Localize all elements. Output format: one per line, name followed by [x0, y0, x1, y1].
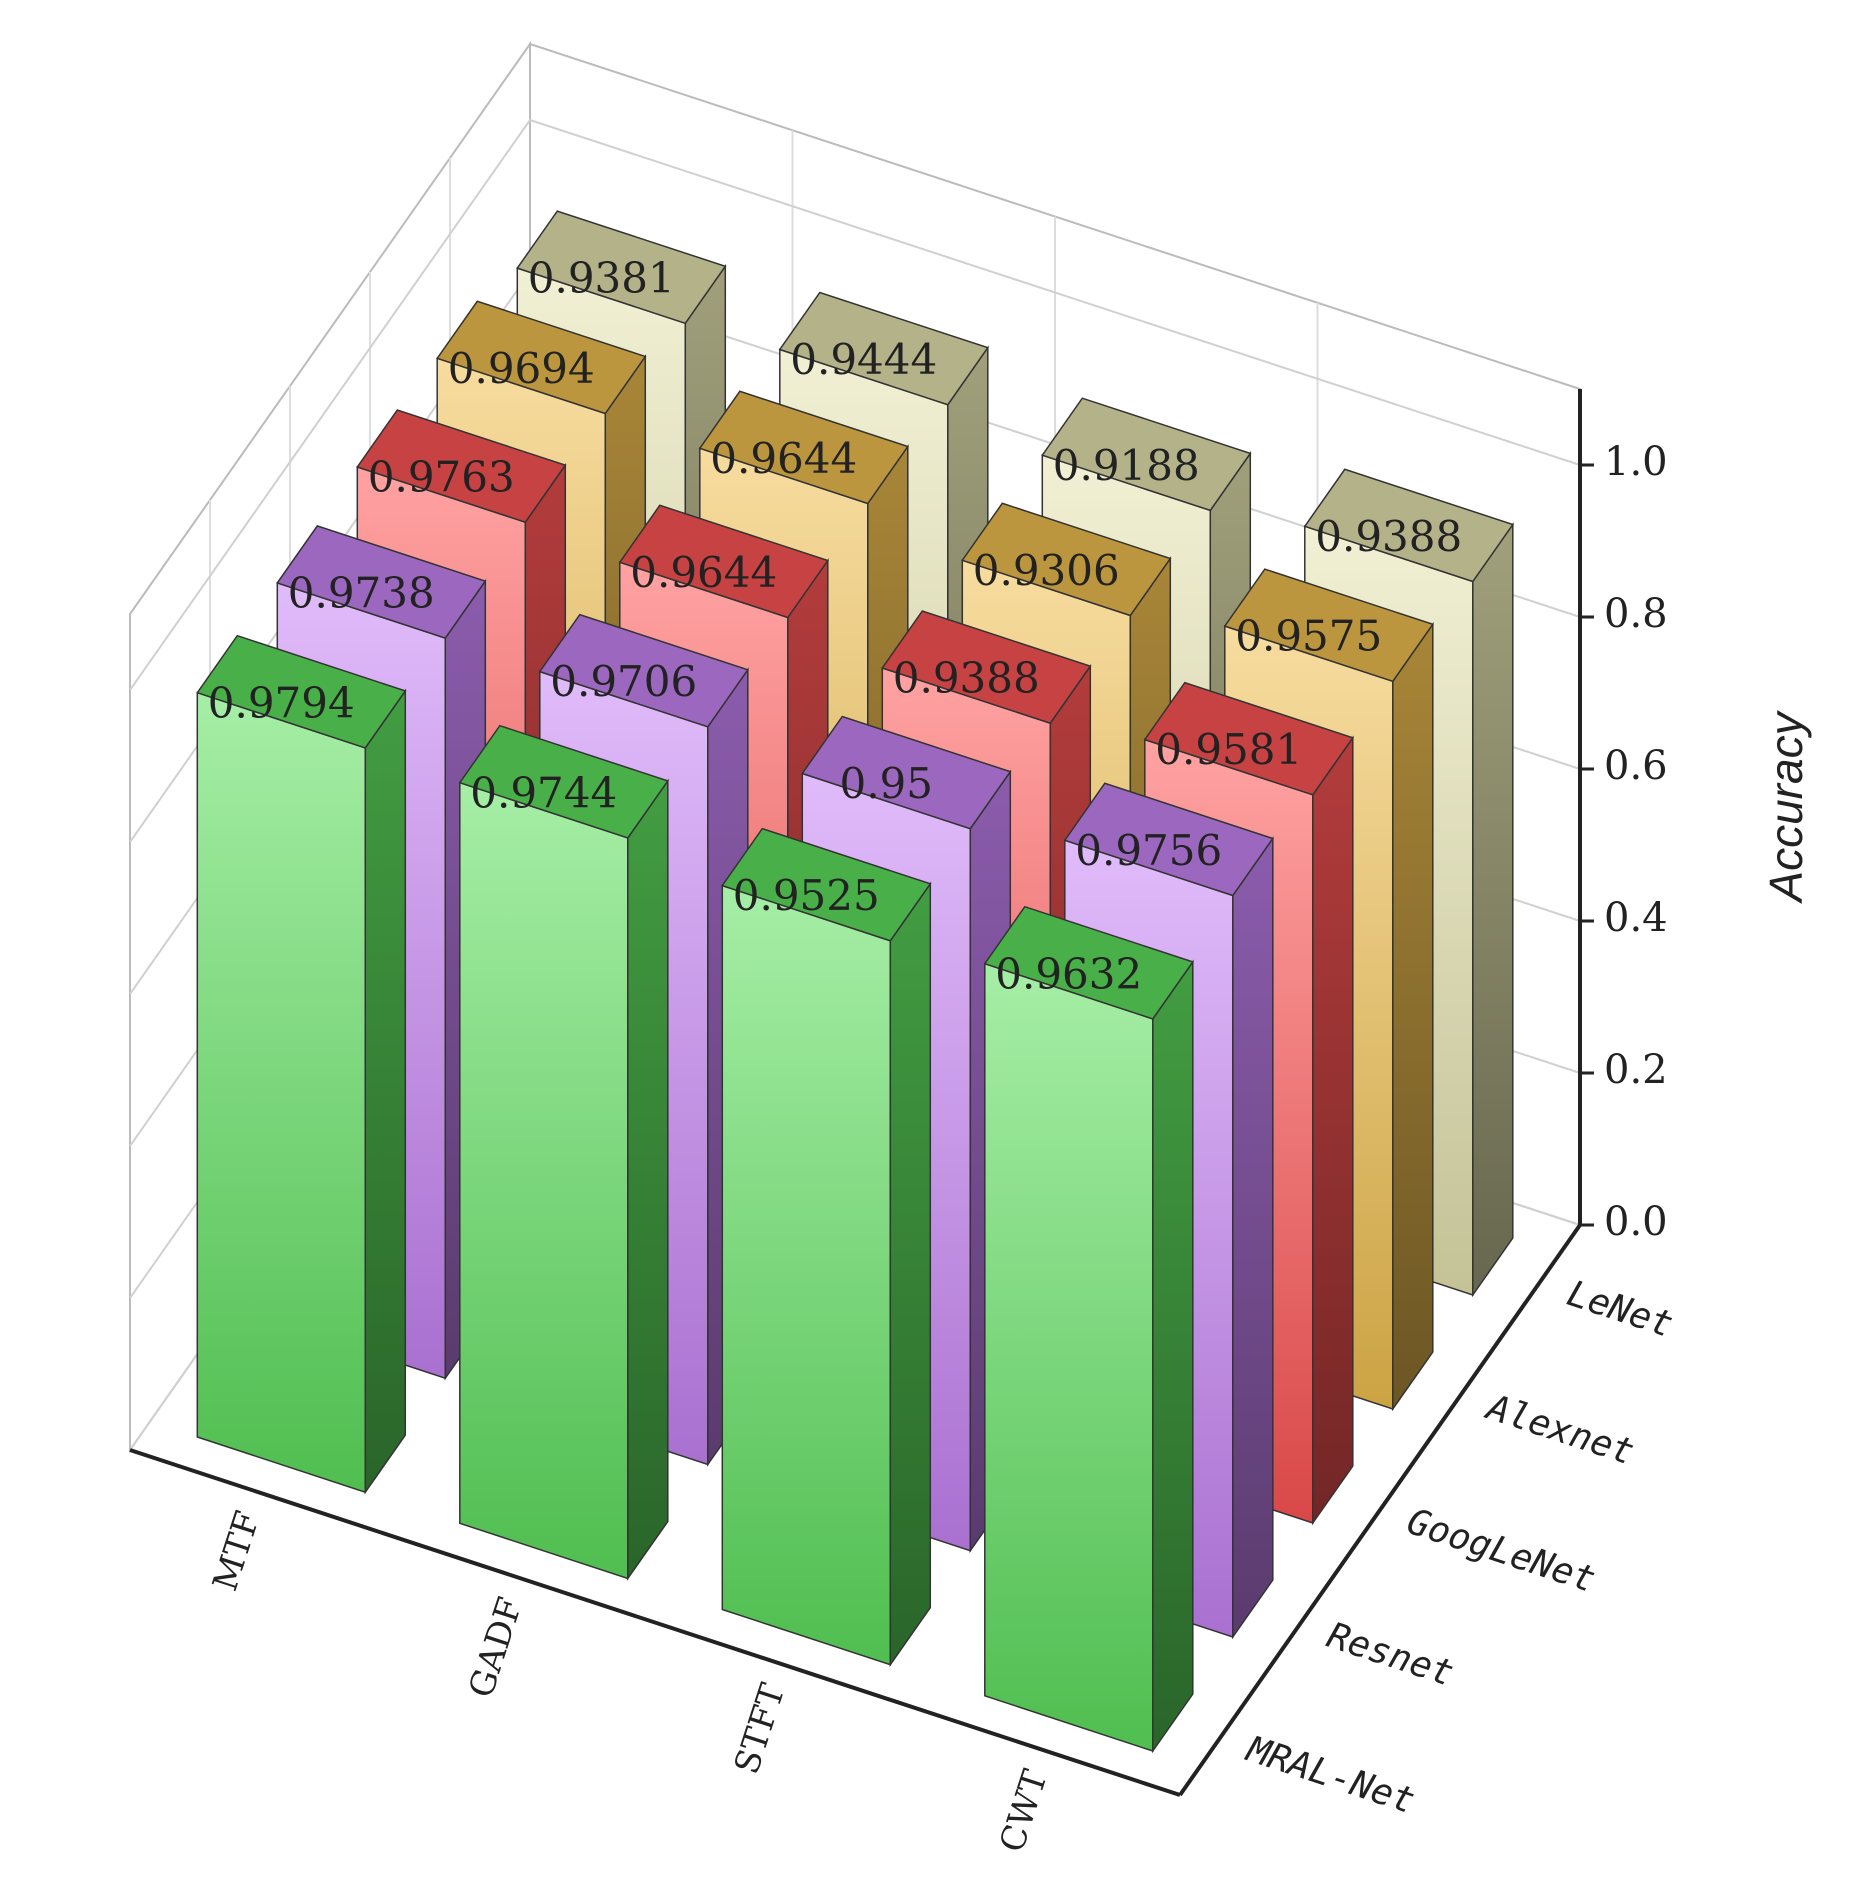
y-tick-label: 0.6: [1604, 743, 1668, 789]
bar-top: [881, 610, 1092, 725]
value-label: 0.9388: [1315, 512, 1462, 561]
bar-side: [1312, 735, 1354, 1526]
value-label: 0.9525: [733, 871, 880, 920]
y-tick-label: 0.4: [1604, 895, 1668, 941]
value-label: 0.9581: [1155, 725, 1302, 774]
bar-top: [983, 905, 1194, 1020]
bar-top: [698, 390, 909, 505]
depth-label: Alexnet: [1480, 1386, 1639, 1473]
bar-front: [984, 962, 1154, 1753]
value-label: 0.9188: [1053, 441, 1200, 490]
bar-side: [1392, 621, 1434, 1412]
y-tick-label: 0.0: [1604, 1199, 1668, 1245]
value-label: 0.9644: [710, 434, 857, 483]
value-label: 0.9763: [368, 453, 515, 502]
y-tick-label: 0.8: [1604, 591, 1668, 637]
bar-side: [627, 778, 669, 1581]
bar-top: [1041, 397, 1252, 512]
bar-top: [1143, 681, 1354, 796]
bar: 0.9794: [196, 634, 407, 1495]
bar-top: [1223, 568, 1434, 683]
depth-label: MRAL-Net: [1240, 1728, 1419, 1822]
x-tick-label: STFT: [727, 1679, 794, 1779]
value-label: 0.9388: [893, 654, 1040, 703]
bar-side: [1232, 836, 1274, 1640]
value-label: 0.9381: [528, 254, 675, 303]
value-label: 0.9794: [208, 678, 355, 727]
bar-top: [618, 504, 829, 619]
y-tick-label: 1.0: [1604, 439, 1668, 485]
value-label: 0.9756: [1075, 826, 1222, 875]
value-label: 0.9306: [973, 546, 1120, 595]
bar-side: [1472, 522, 1514, 1298]
depth-label: GoogLeNet: [1402, 1501, 1600, 1601]
depth-axis: [1178, 1223, 1582, 1797]
depth-label: LeNet: [1562, 1273, 1678, 1346]
bar-side: [889, 881, 932, 1668]
value-label: 0.9694: [448, 344, 595, 393]
value-label: 0.9738: [288, 569, 435, 618]
x-axis: [129, 1448, 1181, 1797]
bar: 0.9632: [983, 905, 1194, 1754]
x-tick-label: GADF: [461, 1593, 531, 1703]
bar-top: [778, 291, 989, 406]
axis-title: Accuracy: [1760, 709, 1812, 904]
bar-front: [721, 884, 892, 1666]
bar-side: [364, 688, 407, 1495]
y-tick-label: 0.2: [1604, 1047, 1668, 1093]
value-label: 0.9575: [1235, 612, 1382, 661]
bars: 0.9381 0.9444 0.9188 0.9388 0.9694 0.9644 0.93…: [196, 210, 1514, 1754]
bar-top: [801, 715, 1012, 830]
value-label: 0.9744: [470, 768, 617, 817]
value-label: 0.95: [839, 759, 933, 808]
x-tick-label: CWT: [992, 1765, 1056, 1857]
value-label: 0.9444: [790, 335, 937, 384]
value-label: 0.9644: [630, 548, 777, 597]
bar-side: [1152, 959, 1194, 1754]
grid-line: [129, 118, 1581, 691]
bar-top: [961, 502, 1172, 617]
x-tick-label: MTF: [205, 1506, 268, 1595]
bar-top: [516, 210, 727, 325]
bar-front: [196, 691, 367, 1494]
bar-top: [276, 525, 487, 639]
bar-top: [721, 827, 932, 942]
bar-top: [436, 300, 647, 415]
bar-top: [458, 724, 669, 839]
bar-top: [356, 409, 567, 524]
bar-top: [1303, 468, 1514, 583]
value-label: 0.9706: [550, 657, 697, 706]
bar: 0.9744: [458, 724, 669, 1581]
bar-top: [196, 634, 407, 749]
bar: 0.9525: [721, 827, 932, 1668]
bar-front: [459, 781, 629, 1580]
bar-top: [538, 613, 749, 728]
bar-top: [1063, 782, 1274, 897]
value-label: 0.9632: [995, 949, 1142, 998]
depth-label: Resnet: [1322, 1615, 1458, 1695]
